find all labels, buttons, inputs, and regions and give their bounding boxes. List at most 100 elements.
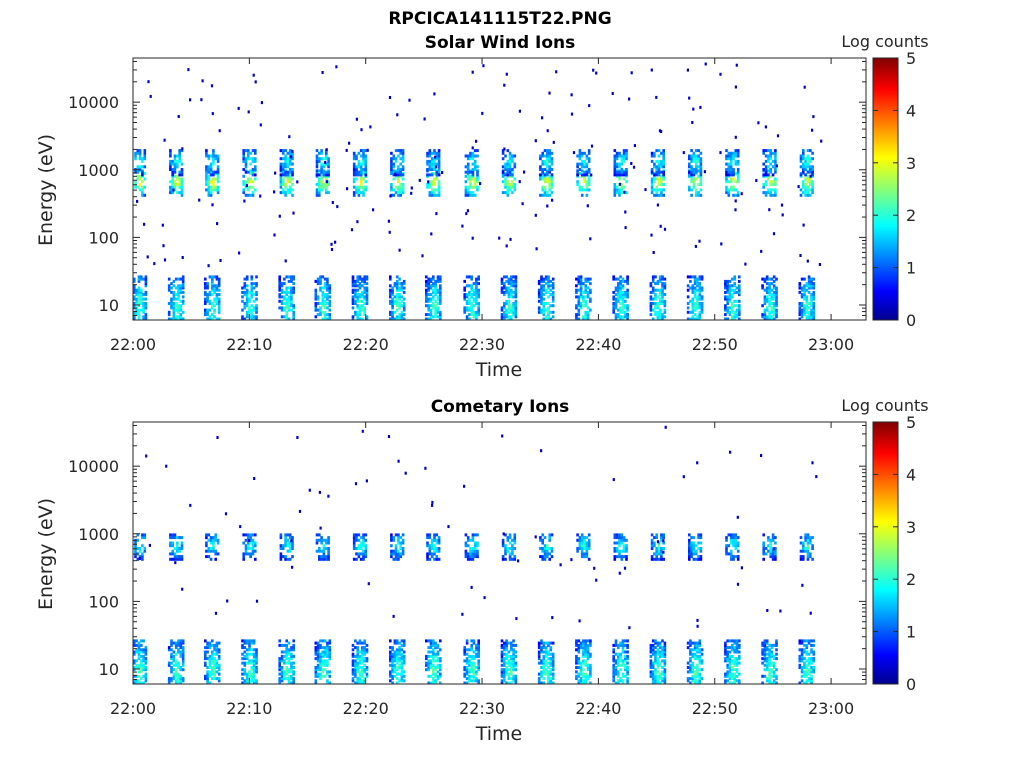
- heatmap-cell: [212, 541, 215, 545]
- heatmap-cell: [580, 552, 584, 556]
- heatmap-cell: [614, 286, 618, 290]
- heatmap-cell: [503, 304, 506, 308]
- heatmap-cell: [144, 668, 148, 672]
- heatmap-cell: [613, 185, 617, 189]
- heatmap-cell: [288, 177, 292, 181]
- heatmap-cell: [551, 315, 555, 319]
- heatmap-cell: [428, 193, 432, 197]
- heatmap-cell: [321, 646, 325, 650]
- heatmap-cell: [617, 654, 620, 658]
- heatmap-cell: [287, 299, 291, 303]
- heatmap-cell: [551, 297, 555, 301]
- heatmap-cell: [466, 168, 470, 171]
- heatmap-cell: [543, 168, 547, 171]
- heatmap-cell: [696, 277, 699, 281]
- heatmap-cell: [435, 188, 439, 192]
- heatmap-cell: [241, 299, 244, 303]
- heatmap-cell: [362, 536, 365, 540]
- heatmap-cell: [144, 652, 148, 656]
- heatmap-cell: [244, 552, 248, 556]
- heatmap-cell: [250, 304, 254, 308]
- heatmap-cell: [402, 290, 406, 294]
- heatmap-cell: [433, 536, 436, 540]
- heatmap-cell: [498, 236, 501, 240]
- heatmap-cell: [540, 666, 543, 669]
- heatmap-cell: [579, 306, 583, 310]
- heatmap-cell: [614, 681, 618, 685]
- heatmap-cell: [549, 668, 553, 672]
- heatmap-cell: [198, 198, 201, 202]
- heatmap-cell: [143, 185, 147, 189]
- heatmap-cell: [662, 173, 665, 177]
- heatmap-cell: [537, 679, 541, 683]
- heatmap-cell: [551, 652, 555, 656]
- heatmap-cell: [316, 666, 320, 669]
- heatmap-cell: [587, 183, 591, 186]
- heatmap-cell: [595, 578, 598, 582]
- heatmap-cell: [315, 169, 319, 173]
- heatmap-cell: [280, 299, 284, 303]
- heatmap-cell: [699, 177, 703, 181]
- heatmap-cell: [477, 650, 480, 654]
- heatmap-cell: [359, 149, 363, 153]
- heatmap-cell: [318, 557, 321, 561]
- heatmap-cell: [178, 159, 181, 163]
- heatmap-cell: [691, 308, 695, 312]
- heatmap-cell: [286, 533, 290, 537]
- heatmap-cell: [248, 290, 251, 294]
- heatmap-cell: [321, 659, 325, 663]
- heatmap-cell: [133, 681, 136, 685]
- heatmap-cell: [586, 290, 590, 294]
- heatmap-cell: [807, 279, 811, 283]
- heatmap-cell: [318, 490, 321, 494]
- heatmap-cell: [546, 173, 549, 177]
- heatmap-cell: [178, 173, 181, 177]
- heatmap-cell: [207, 538, 211, 542]
- heatmap-cell: [142, 659, 145, 663]
- heatmap-cell: [398, 304, 401, 308]
- heatmap-cell: [775, 297, 778, 301]
- heatmap-cell: [547, 286, 550, 290]
- heatmap-cell: [654, 282, 657, 286]
- heatmap-cell: [472, 641, 476, 645]
- heatmap-cell: [774, 180, 777, 184]
- heatmap-cell: [251, 157, 255, 161]
- heatmap-cell: [250, 668, 254, 672]
- heatmap-cell: [505, 666, 508, 669]
- heatmap-cell: [699, 157, 703, 161]
- heatmap-cell: [775, 286, 778, 290]
- heatmap-cell: [439, 668, 442, 672]
- heatmap-cell: [286, 162, 290, 166]
- heatmap-cell: [323, 654, 327, 658]
- heatmap-cell: [774, 177, 777, 181]
- heatmap-cell: [279, 168, 283, 171]
- heatmap-cell: [768, 304, 771, 308]
- heatmap-cell: [697, 169, 700, 173]
- heatmap-cell: [619, 679, 622, 683]
- heatmap-cell: [625, 170, 628, 174]
- heatmap-cell: [612, 297, 615, 301]
- heatmap-cell: [433, 547, 436, 550]
- heatmap-cell: [180, 149, 184, 153]
- heatmap-cell: [802, 154, 805, 158]
- heatmap-cell: [698, 277, 702, 281]
- heatmap-cell: [249, 157, 252, 161]
- heatmap-cell: [577, 313, 581, 317]
- heatmap-cell: [226, 599, 229, 603]
- heatmap-cell: [506, 191, 510, 195]
- heatmap-cell: [654, 297, 657, 301]
- heatmap-cell: [432, 304, 435, 308]
- heatmap-cell: [429, 674, 433, 678]
- heatmap-cell: [656, 315, 660, 319]
- heatmap-cell: [805, 295, 809, 299]
- heatmap-cell: [394, 172, 397, 176]
- heatmap-cell: [541, 116, 544, 120]
- heatmap-cell: [206, 310, 209, 314]
- heatmap-cell: [483, 596, 486, 600]
- heatmap-cell: [695, 165, 698, 169]
- heatmap-cell: [585, 185, 589, 189]
- heatmap-cell: [389, 302, 392, 305]
- heatmap-cell: [432, 315, 435, 319]
- heatmap-cell: [212, 180, 215, 184]
- heatmap-cell: [763, 308, 767, 312]
